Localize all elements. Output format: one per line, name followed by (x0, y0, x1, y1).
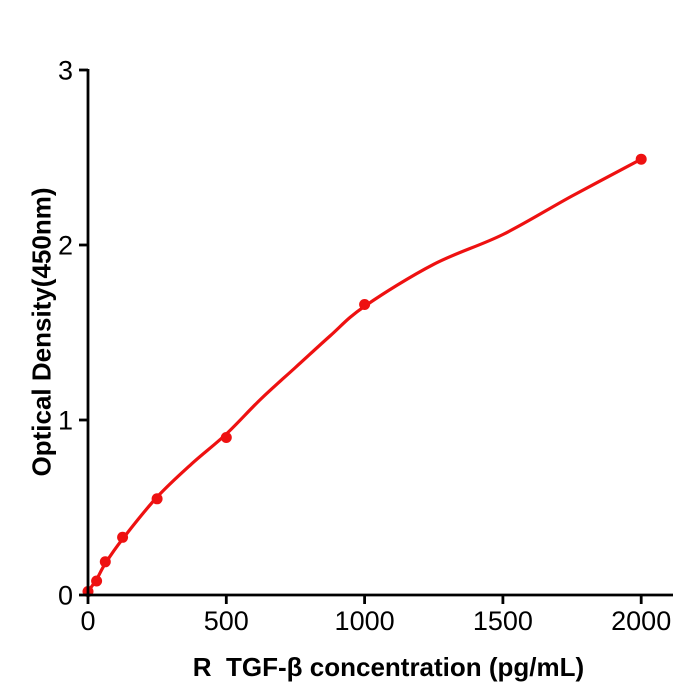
data-point (359, 299, 371, 310)
y-tick-label: 3 (58, 56, 73, 86)
y-tick-label: 2 (58, 231, 73, 261)
x-tick-label: 0 (80, 606, 95, 636)
data-point (91, 575, 103, 587)
y-tick-label: 0 (58, 581, 73, 611)
data-point (117, 531, 129, 543)
y-tick-label: 1 (58, 406, 73, 436)
x-tick-label: 2000 (611, 606, 671, 636)
x-axis-title: R TGF-β concentration (pg/mL) (192, 652, 585, 682)
x-tick-label: 500 (204, 606, 249, 636)
fit-curve-line (86, 157, 643, 594)
data-point (151, 493, 163, 505)
data-point (99, 556, 111, 568)
y-axis-title: Optical Density(450nm) (26, 187, 57, 477)
data-point (220, 432, 232, 443)
x-tick-label: 1500 (473, 606, 533, 636)
x-tick-label: 1000 (335, 606, 395, 636)
data-point (635, 153, 647, 165)
